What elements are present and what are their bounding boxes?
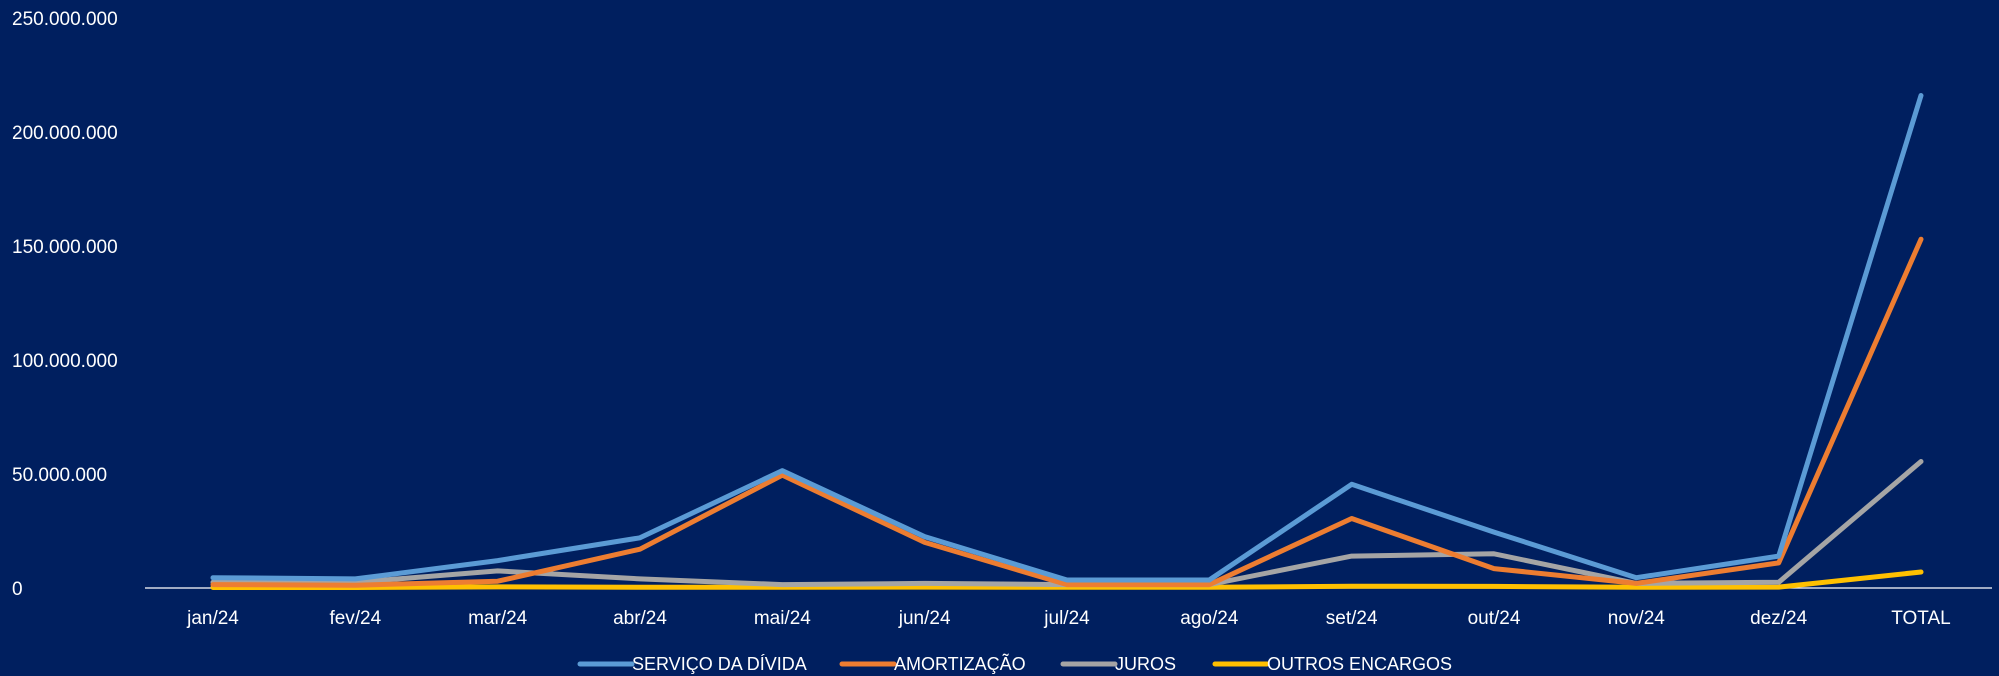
series-line bbox=[210, 569, 1924, 590]
x-tick-label: jan/24 bbox=[186, 608, 239, 629]
legend-label: JUROS bbox=[1115, 654, 1176, 674]
x-tick-label: abr/24 bbox=[613, 608, 667, 629]
legend-entry[interactable]: OUTROS ENCARGOS bbox=[1212, 654, 1452, 674]
x-tick-label: fev/24 bbox=[329, 608, 381, 629]
x-tick-label: nov/24 bbox=[1608, 608, 1665, 629]
legend-entry[interactable]: SERVIÇO DA DÍVIDA bbox=[577, 654, 807, 674]
legend-label: SERVIÇO DA DÍVIDA bbox=[632, 654, 807, 674]
x-tick-label: ago/24 bbox=[1180, 608, 1239, 629]
y-tick-label: 250.000.000 bbox=[12, 9, 118, 30]
y-tick-label: 150.000.000 bbox=[12, 237, 118, 258]
series-line bbox=[210, 236, 1924, 588]
legend-entry[interactable]: JUROS bbox=[1060, 654, 1176, 674]
x-tick-label: set/24 bbox=[1326, 608, 1378, 629]
legend-label: OUTROS ENCARGOS bbox=[1267, 654, 1452, 674]
y-tick-label: 200.000.000 bbox=[12, 123, 118, 144]
x-tick-label: jul/24 bbox=[1043, 608, 1090, 629]
y-tick-label: 100.000.000 bbox=[12, 351, 118, 372]
x-axis: jan/24 fev/24 mar/24 abr/24 mai/24 jun/24 jul/… bbox=[145, 587, 1992, 629]
legend-label: AMORTIZAÇÃO bbox=[894, 653, 1026, 674]
series-lines bbox=[210, 93, 1924, 590]
y-axis: 0 50.000.000 100.000.000 150.000.000 200.000… bbox=[12, 9, 118, 600]
x-tick-label: jun/24 bbox=[898, 608, 951, 629]
x-tick-label: dez/24 bbox=[1750, 608, 1807, 629]
legend[interactable]: SERVIÇO DA DÍVIDA AMORTIZAÇÃO JUROS OUTROS … bbox=[577, 653, 1452, 674]
x-tick-label: TOTAL bbox=[1891, 608, 1950, 629]
y-tick-label: 0 bbox=[12, 579, 23, 600]
x-tick-label: out/24 bbox=[1468, 608, 1521, 629]
series-line bbox=[210, 93, 1924, 583]
x-tick-label: mar/24 bbox=[468, 608, 528, 629]
legend-entry[interactable]: AMORTIZAÇÃO bbox=[839, 653, 1026, 674]
y-tick-label: 50.000.000 bbox=[12, 465, 107, 486]
x-tick-label: mai/24 bbox=[754, 608, 811, 629]
